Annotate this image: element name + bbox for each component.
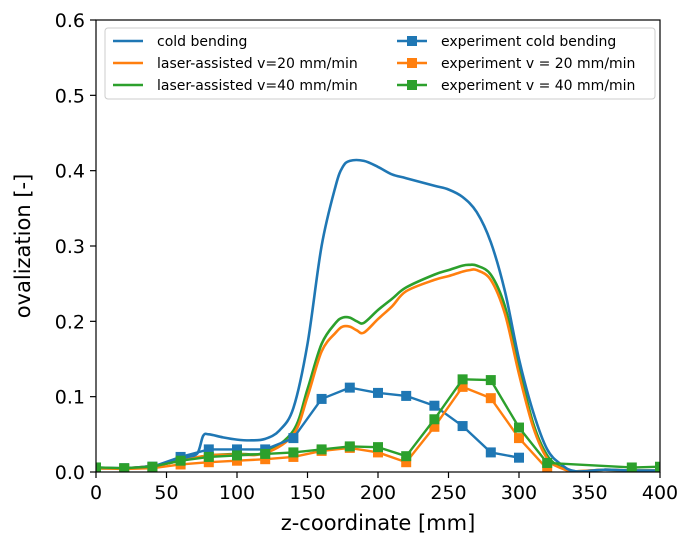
data-point-marker (514, 452, 524, 463)
y-tick-label: 0.0 (55, 462, 85, 484)
data-point-marker (429, 421, 440, 432)
data-point-marker (457, 381, 468, 392)
y-tick-label: 0.4 (55, 161, 85, 183)
series-line (96, 386, 520, 470)
x-tick-label: 0 (90, 482, 102, 504)
legend-label: laser-assisted v=40 mm/min (157, 78, 358, 94)
series-layer (96, 158, 660, 472)
legend-swatch-marker (407, 80, 417, 90)
data-point-marker (260, 454, 271, 465)
data-point-marker (316, 444, 327, 455)
legend-item: experiment cold bending (397, 34, 616, 50)
legend: cold bending laser-assisted v=20 mm/min la… (104, 27, 656, 100)
data-point-marker (401, 390, 412, 401)
x-axis-label: z-coordinate [mm] (281, 511, 476, 535)
legend-label: cold bending (157, 34, 247, 50)
data-point-marker (655, 461, 660, 472)
data-point-marker (485, 393, 496, 404)
data-point-marker (429, 400, 440, 411)
data-point-marker (344, 441, 355, 452)
series-experiment-v-40-mm-min (96, 374, 660, 472)
legend-label: laser-assisted v=20 mm/min (157, 56, 358, 72)
legend-label: experiment v = 20 mm/min (441, 56, 635, 72)
ticks-layer: 0 50 100 150 200 250 300 350 400 0.0 0.1 0.2 0.3 0.4 0… (55, 10, 678, 504)
legend-item: experiment v = 40 mm/min (397, 78, 635, 94)
y-axis-label: ovalization [-] (11, 174, 35, 319)
data-point-marker (429, 414, 440, 425)
legend-label: experiment cold bending (441, 34, 616, 50)
data-point-marker (175, 455, 186, 466)
legend-item: cold bending (113, 34, 247, 50)
x-tick-label: 350 (571, 482, 607, 504)
data-point-marker (203, 457, 214, 468)
legend-box (104, 27, 656, 100)
x-tick-label: 400 (642, 482, 678, 504)
data-point-marker (344, 382, 355, 393)
data-point-marker (373, 447, 383, 458)
data-point-marker (232, 444, 242, 455)
data-point-marker (485, 375, 496, 386)
data-point-marker (626, 462, 637, 472)
legend-swatch-marker (407, 58, 417, 68)
data-point-marker (457, 421, 468, 432)
data-point-marker (203, 451, 214, 462)
data-point-marker (401, 457, 412, 468)
series-cold-bending (96, 158, 660, 472)
data-point-marker (457, 374, 468, 385)
data-point-marker (401, 451, 412, 462)
data-point-marker (232, 450, 242, 461)
y-tick-label: 0.1 (55, 387, 85, 409)
legend-item: laser-assisted v=40 mm/min (113, 78, 358, 94)
legend-label: experiment v = 40 mm/min (441, 78, 635, 94)
data-point-marker (316, 393, 327, 404)
data-point-marker (373, 387, 383, 398)
x-tick-label: 200 (360, 482, 396, 504)
y-tick-label: 0.2 (55, 311, 85, 333)
x-tick-label: 300 (501, 482, 537, 504)
y-tick-label: 0.5 (55, 85, 85, 107)
data-point-marker (514, 422, 524, 433)
data-point-marker (485, 447, 496, 458)
data-point-marker (514, 433, 524, 444)
x-tick-label: 150 (289, 482, 325, 504)
data-point-marker (373, 442, 383, 453)
y-tick-label: 0.6 (55, 10, 85, 32)
data-point-marker (203, 444, 214, 455)
legend-item: laser-assisted v=20 mm/min (113, 56, 358, 72)
data-point-marker (232, 455, 242, 466)
data-point-marker (96, 462, 101, 472)
legend-swatch-marker (407, 36, 417, 46)
legend-item: experiment v = 20 mm/min (397, 56, 635, 72)
data-point-marker (147, 461, 158, 472)
data-point-marker (119, 463, 130, 472)
x-tick-label: 100 (219, 482, 255, 504)
series-line (96, 158, 660, 472)
data-point-marker (542, 457, 553, 468)
data-point-marker (542, 463, 553, 472)
x-tick-label: 50 (154, 482, 178, 504)
x-tick-label: 250 (430, 482, 466, 504)
data-point-marker (288, 433, 299, 444)
data-point-marker (260, 448, 271, 459)
data-point-marker (288, 447, 299, 458)
y-tick-label: 0.3 (55, 236, 85, 258)
